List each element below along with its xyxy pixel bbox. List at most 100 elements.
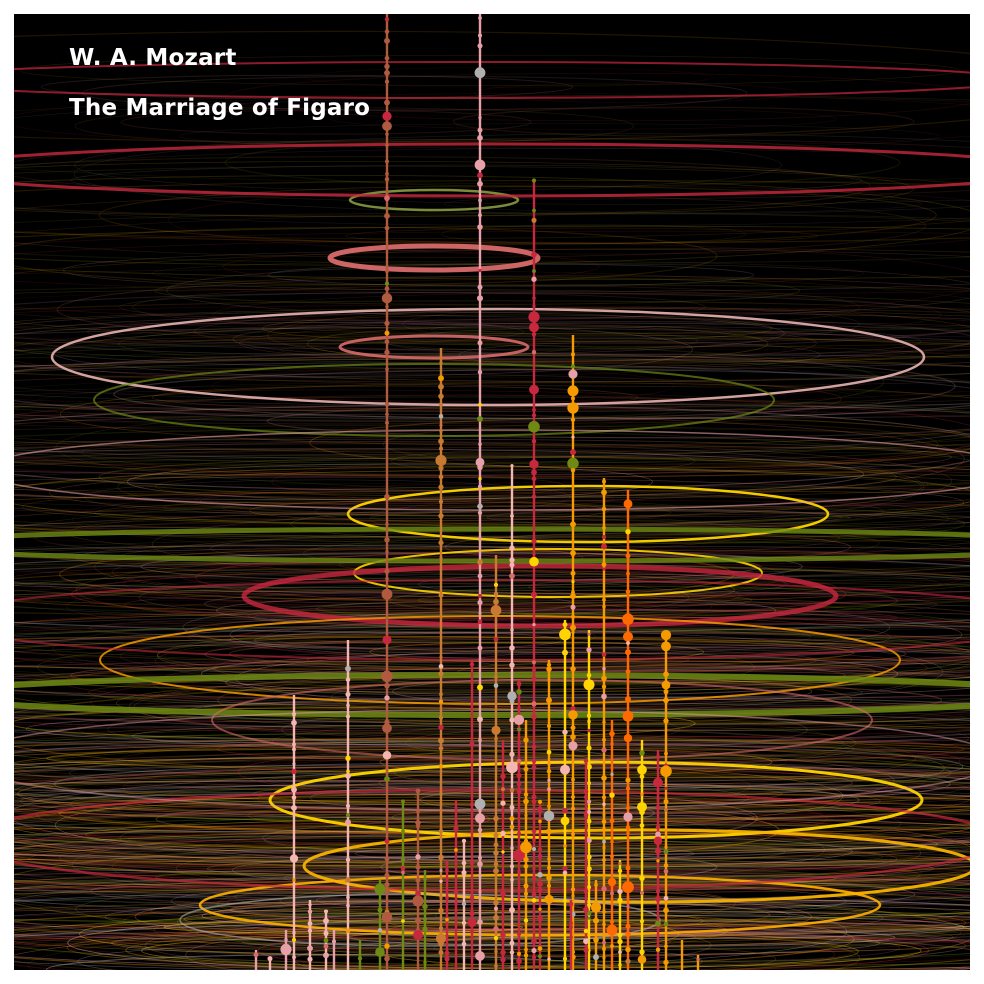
bead-mark (586, 763, 592, 770)
bead-mark (509, 662, 515, 668)
bead-mark (663, 849, 669, 855)
ring-mark (14, 555, 970, 603)
ring-mark (14, 579, 970, 661)
bead-mark (438, 484, 444, 490)
bead-mark (384, 955, 390, 962)
ring-mark (440, 224, 747, 244)
bead-mark (345, 803, 351, 809)
bead-mark (307, 956, 313, 962)
ring-mark (14, 517, 970, 615)
ring-mark (14, 924, 970, 956)
ring-mark (107, 708, 680, 750)
bead-mark (523, 863, 529, 869)
bead-mark (593, 917, 599, 924)
ring-mark (14, 756, 970, 854)
bead-mark (606, 924, 618, 936)
bead-mark (602, 909, 606, 914)
bead-mark (601, 693, 607, 700)
ring-mark (14, 764, 970, 853)
ring-mark (14, 754, 970, 823)
bead-mark (438, 375, 444, 382)
ring-mark (14, 521, 880, 566)
ring-mark (14, 291, 970, 350)
ring-mark (389, 585, 898, 616)
ring-mark (14, 500, 970, 585)
bead-mark (493, 926, 499, 932)
bead-mark (477, 919, 483, 925)
ring-mark (14, 812, 970, 914)
bead-mark (543, 810, 555, 822)
bead-mark (493, 850, 499, 856)
ring-mark (14, 339, 970, 411)
bead-mark (625, 669, 631, 674)
bead-mark (532, 867, 536, 871)
ring-mark (194, 490, 615, 508)
ring-mark (14, 95, 970, 205)
bead-mark (384, 537, 390, 543)
bead-mark (601, 886, 607, 892)
bead-mark (531, 538, 537, 544)
ring-mark (14, 61, 970, 99)
bead-mark (493, 842, 499, 848)
bead-mark (546, 883, 552, 888)
ring-mark (14, 269, 970, 379)
ring-mark (14, 165, 970, 239)
bead-mark (469, 861, 475, 866)
ring-mark (14, 148, 970, 226)
ring-mark (355, 815, 709, 843)
bead-mark (663, 718, 669, 724)
bead-mark (639, 809, 645, 816)
bead-mark (509, 751, 515, 757)
ring-mark (36, 640, 755, 694)
bead-mark (622, 631, 634, 642)
bead-mark (625, 931, 631, 937)
bead-mark (384, 776, 390, 782)
ring-mark (14, 505, 970, 538)
ring-mark (14, 248, 970, 348)
ring-mark (94, 501, 672, 525)
bead-mark (570, 794, 576, 800)
bead-mark (663, 863, 669, 868)
ring-mark (266, 403, 970, 439)
bead-mark (602, 940, 606, 945)
bead-mark (602, 737, 606, 742)
bead-mark (601, 562, 607, 567)
bead-mark (602, 604, 606, 609)
bead-mark (345, 714, 351, 719)
bead-mark (537, 799, 543, 804)
ring-mark (14, 436, 970, 499)
bead-mark (663, 895, 669, 901)
bead-mark (531, 847, 537, 852)
ring-mark (72, 481, 970, 557)
bead-mark (494, 675, 498, 680)
bead-mark (531, 898, 537, 903)
bead-mark (593, 954, 599, 961)
bead-mark (461, 901, 467, 907)
bead-mark (323, 938, 329, 943)
ring-mark (14, 767, 970, 867)
ring-mark (154, 276, 801, 306)
ring-mark (14, 672, 970, 718)
bead-mark (284, 937, 288, 942)
bead-mark (384, 568, 390, 574)
bead-mark (570, 604, 576, 610)
ring-mark (14, 642, 970, 710)
bead-mark (602, 597, 606, 602)
bead-mark (385, 171, 389, 176)
bead-mark (609, 818, 615, 824)
bead-mark (461, 870, 467, 876)
ring-mark (14, 885, 970, 930)
ring-mark (14, 796, 970, 867)
bead-mark (477, 645, 483, 651)
ring-mark (14, 466, 970, 554)
bead-mark (517, 870, 521, 875)
bead-mark (610, 772, 614, 777)
ring-mark (345, 227, 818, 244)
bead-mark (438, 737, 444, 744)
bead-mark (537, 871, 543, 878)
bead-mark (346, 895, 350, 900)
bead-mark (523, 953, 529, 958)
composer-name: W. A. Mozart (69, 45, 237, 71)
ring-mark (14, 396, 970, 464)
